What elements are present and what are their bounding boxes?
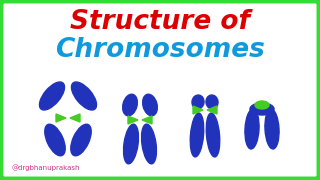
Text: @drgbhanuprakash: @drgbhanuprakash xyxy=(12,165,81,171)
Ellipse shape xyxy=(250,103,274,115)
Polygon shape xyxy=(56,114,66,122)
Ellipse shape xyxy=(206,113,220,157)
Ellipse shape xyxy=(71,82,97,110)
Ellipse shape xyxy=(141,124,156,164)
Ellipse shape xyxy=(192,95,204,109)
Polygon shape xyxy=(142,116,152,124)
Polygon shape xyxy=(70,114,80,122)
Ellipse shape xyxy=(245,109,259,149)
Text: Structure of: Structure of xyxy=(70,9,250,35)
Polygon shape xyxy=(193,106,203,114)
Text: Chromosomes: Chromosomes xyxy=(55,37,265,63)
Ellipse shape xyxy=(143,94,157,116)
Polygon shape xyxy=(207,106,217,114)
Ellipse shape xyxy=(124,124,139,164)
Ellipse shape xyxy=(206,95,218,109)
Ellipse shape xyxy=(190,113,204,157)
Ellipse shape xyxy=(45,124,65,156)
Polygon shape xyxy=(128,116,138,124)
Ellipse shape xyxy=(123,94,137,116)
Ellipse shape xyxy=(255,101,269,109)
Ellipse shape xyxy=(39,82,65,110)
Ellipse shape xyxy=(71,124,91,156)
Ellipse shape xyxy=(265,109,279,149)
